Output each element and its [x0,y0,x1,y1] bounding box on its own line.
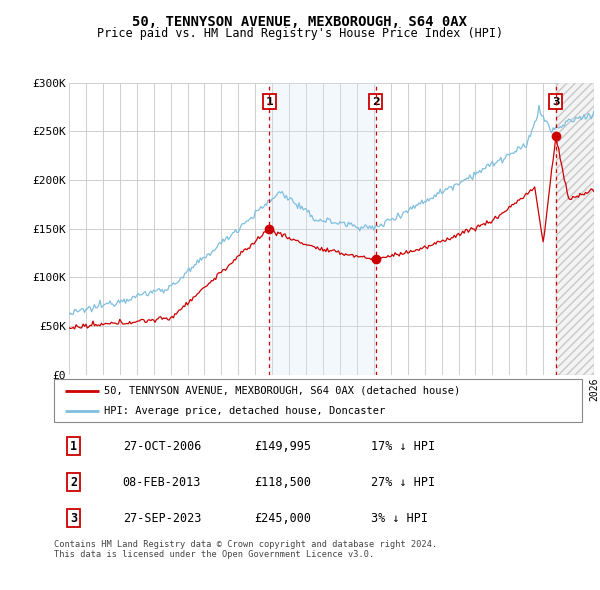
Text: 1: 1 [265,97,273,107]
Bar [556,83,594,375]
Bar [556,83,594,375]
Text: 08-FEB-2013: 08-FEB-2013 [122,476,201,489]
Text: Contains HM Land Registry data © Crown copyright and database right 2024.
This d: Contains HM Land Registry data © Crown c… [54,540,437,559]
Text: 50, TENNYSON AVENUE, MEXBOROUGH, S64 0AX: 50, TENNYSON AVENUE, MEXBOROUGH, S64 0AX [133,15,467,29]
Text: £149,995: £149,995 [254,440,311,453]
Text: 3: 3 [552,97,560,107]
Text: 27% ↓ HPI: 27% ↓ HPI [371,476,435,489]
Text: 3% ↓ HPI: 3% ↓ HPI [371,512,428,525]
Bar [556,83,594,375]
Text: 3: 3 [70,512,77,525]
FancyBboxPatch shape [54,379,582,422]
Text: 17% ↓ HPI: 17% ↓ HPI [371,440,435,453]
Text: 27-SEP-2023: 27-SEP-2023 [122,512,201,525]
Text: 2: 2 [70,476,77,489]
Text: £245,000: £245,000 [254,512,311,525]
Text: Price paid vs. HM Land Registry's House Price Index (HPI): Price paid vs. HM Land Registry's House … [97,27,503,40]
Text: £118,500: £118,500 [254,476,311,489]
Text: 1: 1 [70,440,77,453]
Text: 27-OCT-2006: 27-OCT-2006 [122,440,201,453]
Text: 2: 2 [372,97,380,107]
Text: 50, TENNYSON AVENUE, MEXBOROUGH, S64 0AX (detached house): 50, TENNYSON AVENUE, MEXBOROUGH, S64 0AX… [104,386,460,396]
Text: HPI: Average price, detached house, Doncaster: HPI: Average price, detached house, Donc… [104,407,385,416]
Bar [269,83,376,375]
